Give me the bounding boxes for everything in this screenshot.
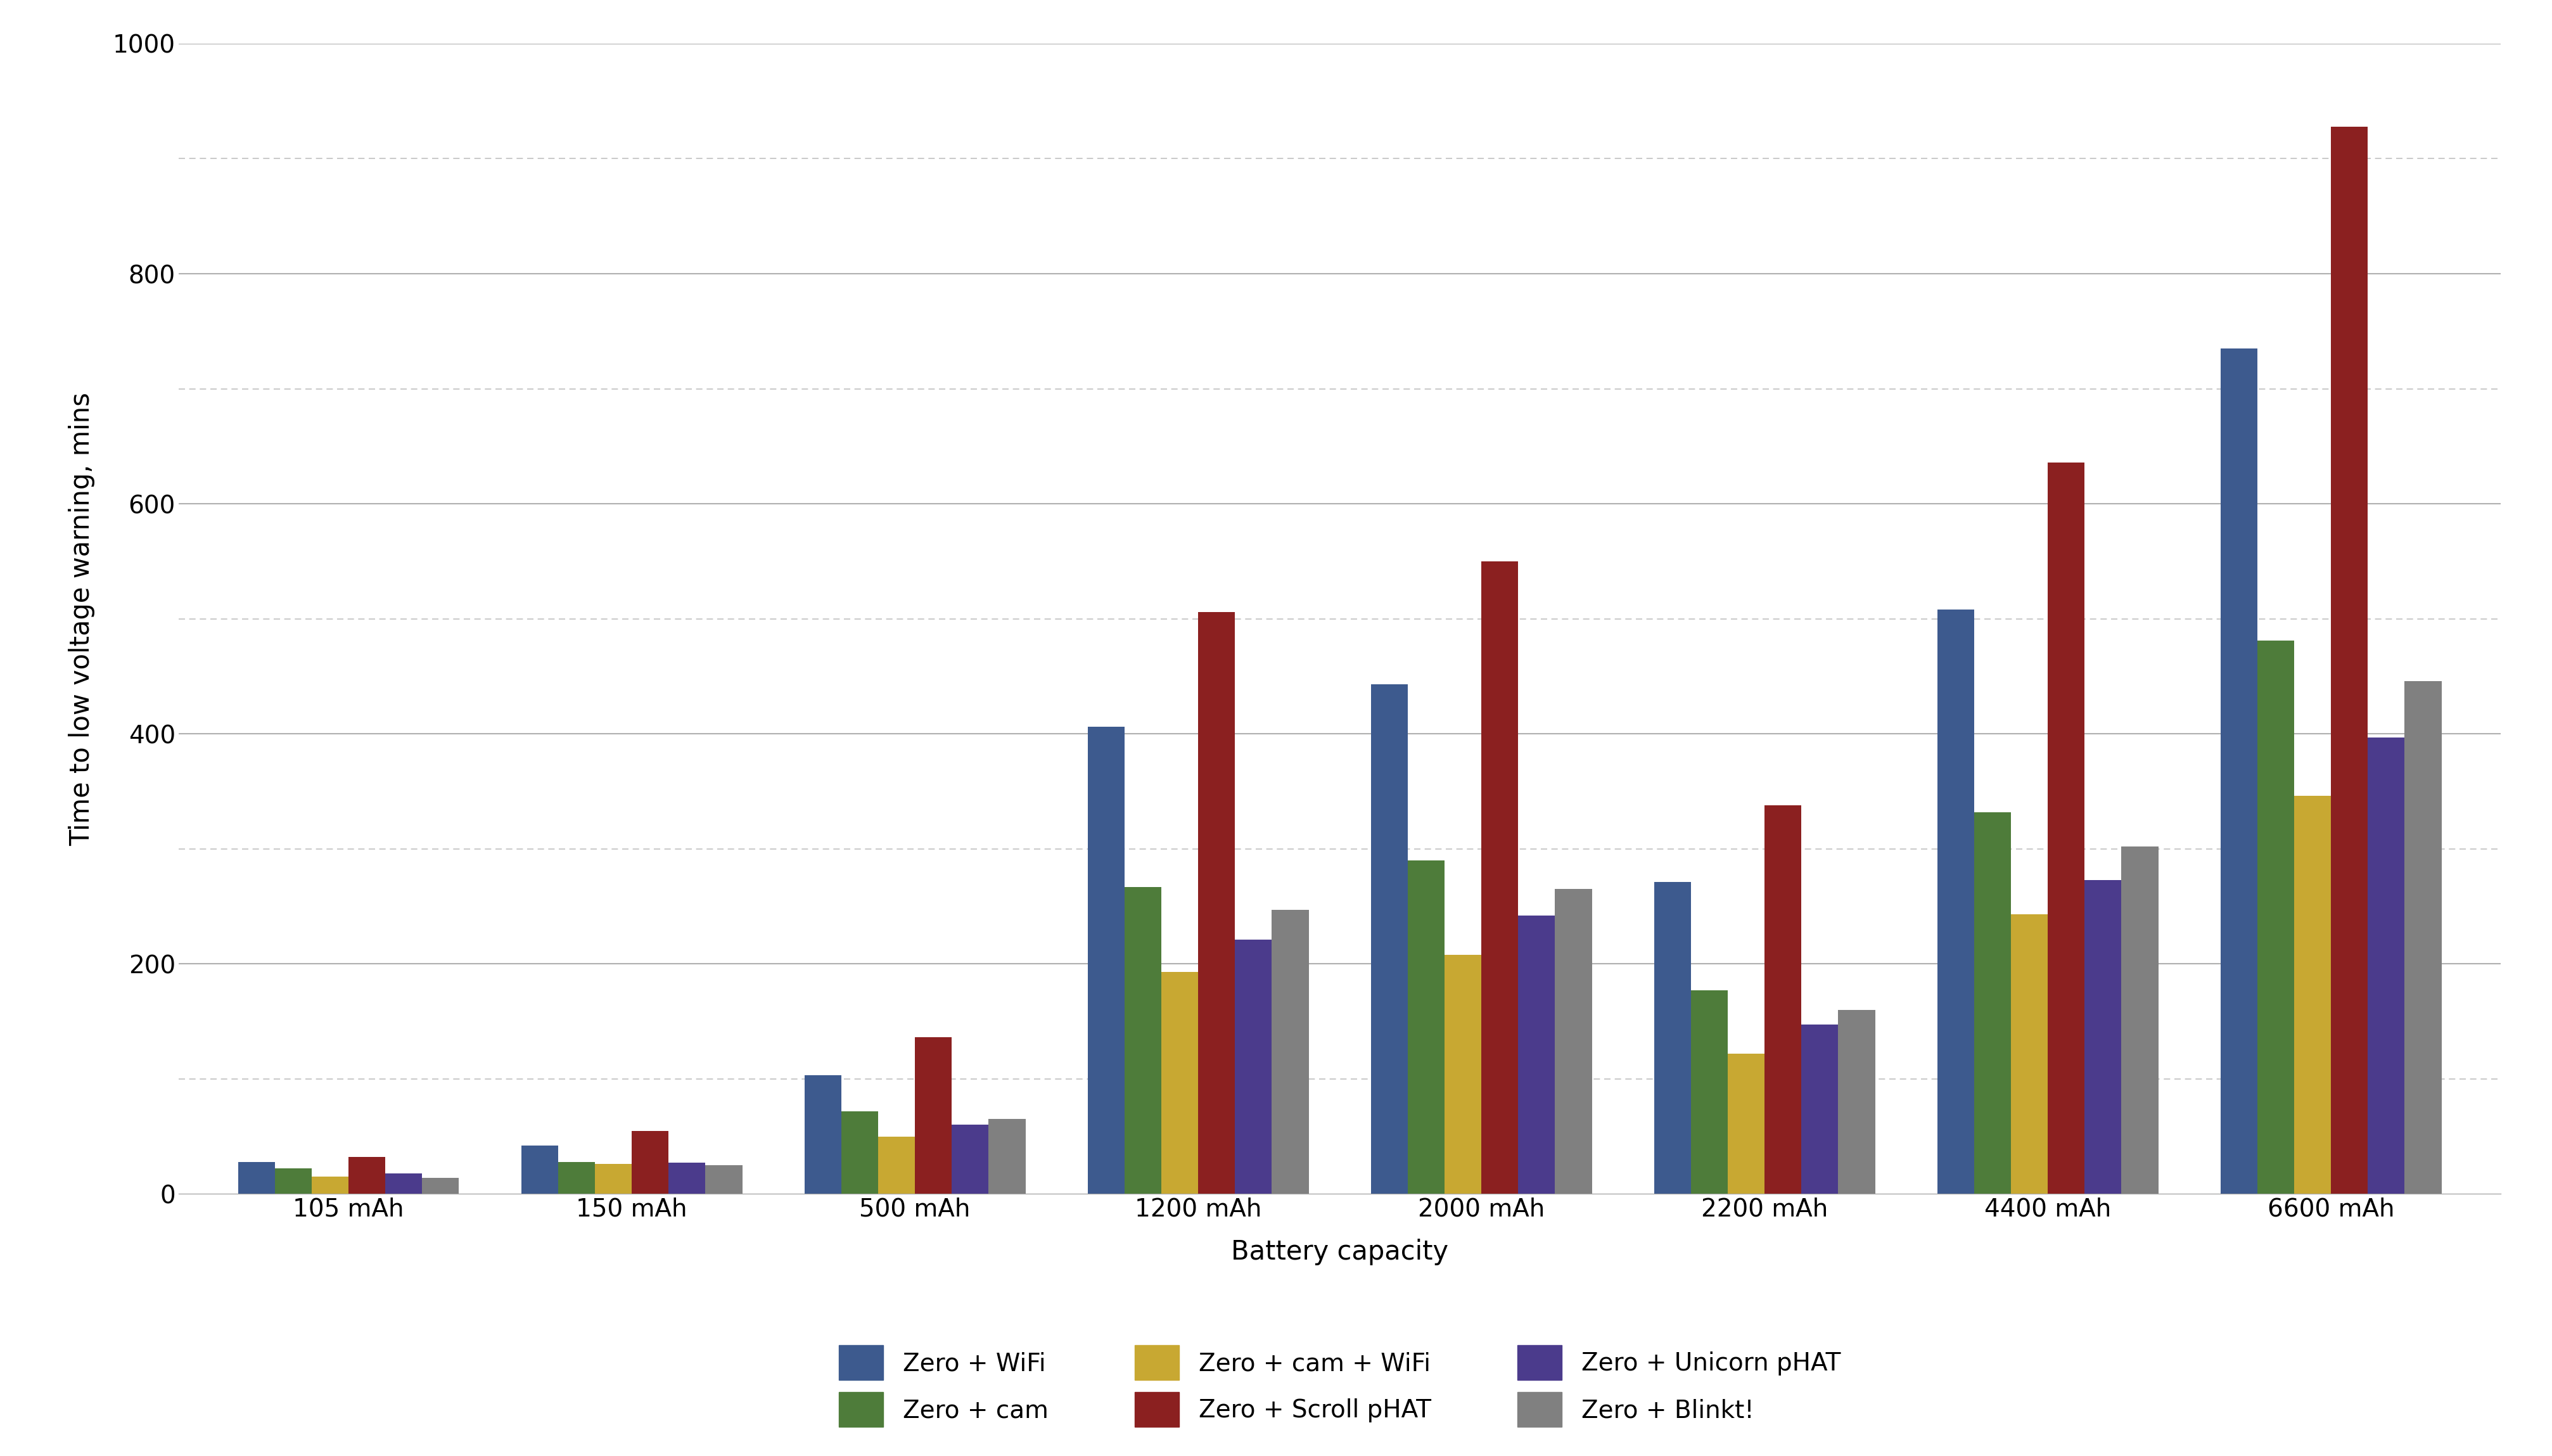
Bar <box>2047 463 2085 1194</box>
Bar <box>952 1125 988 1194</box>
Bar <box>521 1146 559 1194</box>
Bar <box>1370 684 1409 1194</box>
Bar <box>237 1162 276 1194</box>
Bar <box>2220 348 2259 1194</box>
Bar <box>1235 939 1271 1194</box>
Bar <box>1409 860 1444 1194</box>
Bar <box>1444 955 1480 1194</box>
Legend: Zero + WiFi, Zero + cam, Zero + cam + WiFi, Zero + Scroll pHAT, Zero + Unicorn p: Zero + WiFi, Zero + cam, Zero + cam + Wi… <box>827 1332 1853 1440</box>
Bar <box>1554 890 1592 1194</box>
Bar <box>559 1162 595 1194</box>
Bar <box>2330 127 2368 1194</box>
Bar <box>1480 562 1518 1194</box>
Bar <box>2368 737 2404 1194</box>
Bar <box>804 1076 842 1194</box>
Bar <box>1975 812 2011 1194</box>
Bar <box>1518 916 1554 1194</box>
Bar <box>311 1176 350 1194</box>
Bar <box>1837 1010 1876 1194</box>
Bar <box>2085 879 2121 1194</box>
Bar <box>1125 887 1161 1194</box>
Bar <box>276 1169 311 1194</box>
Bar <box>385 1174 421 1194</box>
Bar <box>1199 612 1235 1194</box>
Y-axis label: Time to low voltage warning, mins: Time to low voltage warning, mins <box>69 392 94 846</box>
Bar <box>633 1131 669 1194</box>
Bar <box>1802 1025 1837 1194</box>
Bar <box>1728 1054 1763 1194</box>
Bar <box>1692 990 1728 1194</box>
Bar <box>916 1038 952 1194</box>
Bar <box>842 1111 878 1194</box>
Bar <box>2011 914 2047 1194</box>
Bar <box>2294 796 2330 1194</box>
Bar <box>2259 641 2294 1194</box>
Bar <box>421 1178 459 1194</box>
Bar <box>2121 846 2159 1194</box>
Bar <box>1161 973 1199 1194</box>
X-axis label: Battery capacity: Battery capacity <box>1230 1239 1450 1265</box>
Bar <box>878 1137 916 1194</box>
Bar <box>1087 727 1125 1194</box>
Bar <box>595 1163 633 1194</box>
Bar <box>988 1120 1026 1194</box>
Bar <box>2404 681 2442 1194</box>
Bar <box>1271 910 1309 1194</box>
Bar <box>1654 882 1692 1194</box>
Bar <box>1937 610 1975 1194</box>
Bar <box>669 1163 704 1194</box>
Bar <box>704 1165 743 1194</box>
Bar <box>1763 805 1802 1194</box>
Bar <box>350 1158 385 1194</box>
